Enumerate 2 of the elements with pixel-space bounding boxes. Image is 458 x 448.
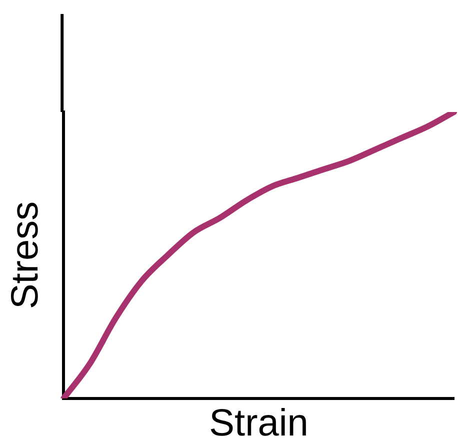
x-axis-title: Strain	[209, 402, 308, 445]
y-axis-title: Stress	[4, 201, 46, 310]
